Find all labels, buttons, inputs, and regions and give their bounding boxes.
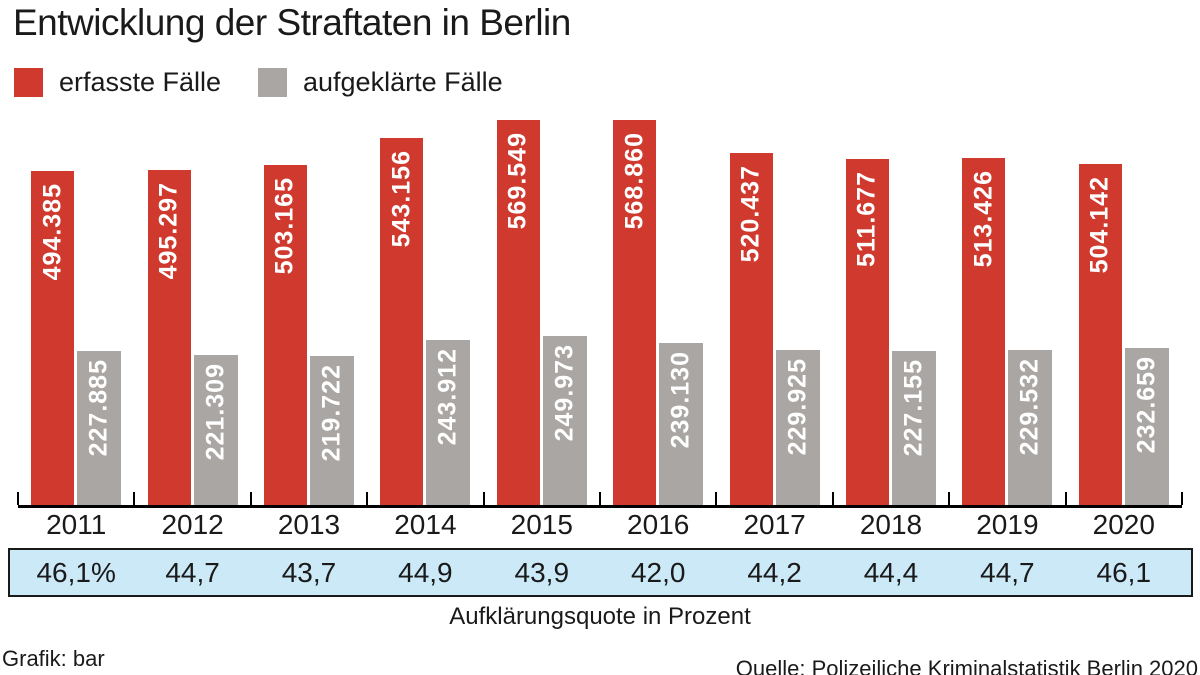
- quota-value-2014: 44,9: [398, 557, 453, 588]
- bar-erfasste-2014: 543.156: [380, 138, 424, 505]
- axis-tick: [133, 492, 136, 505]
- bar-erfasste-2016: 568.860: [613, 120, 657, 505]
- bar-value-label: 569.549: [503, 132, 532, 230]
- legend-item-aufgeklaerte: aufgeklärte Fälle: [258, 66, 503, 98]
- bar-group-2018: 511.677 227.155: [833, 120, 949, 505]
- bar-value-label: 227.155: [899, 359, 928, 457]
- bar-aufgeklaerte-2013: 219.722: [309, 356, 354, 505]
- year-label-2015: 2015: [510, 509, 573, 540]
- bar-value-label: 229.532: [1015, 358, 1044, 456]
- legend-item-erfasste: erfasste Fälle: [14, 66, 221, 98]
- quota-value-2013: 43,7: [281, 557, 337, 588]
- legend-swatch-gray-icon: [258, 67, 287, 97]
- bar-erfasste-2011: 494.385: [31, 171, 75, 505]
- legend-swatch-red-icon: [14, 67, 43, 97]
- bar-value-label: 511.677: [852, 171, 881, 267]
- quota-value-2020: 46,1: [1096, 557, 1152, 588]
- bar-erfasste-2012: 495.297: [147, 170, 191, 505]
- bar-value-label: 495.297: [154, 182, 183, 280]
- bar-aufgeklaerte-2016: 239.130: [659, 343, 704, 505]
- bar-value-label: 227.885: [84, 359, 113, 457]
- bar-group-2019: 513.426 229.532: [949, 120, 1065, 505]
- bar-value-label: 243.912: [433, 348, 462, 446]
- bar-group-2017: 520.437 229.925: [716, 120, 832, 505]
- x-axis-labels: 2011 2012 2013 2014 2015 2016 2017 2018 2019 2020: [18, 509, 1182, 547]
- quota-value-2019: 44,7: [980, 557, 1035, 588]
- axis-tick: [482, 492, 485, 505]
- axis-tick: [249, 492, 252, 505]
- axis-tick: [715, 492, 718, 505]
- page-title: Entwicklung der Straftaten in Berlin: [13, 2, 571, 43]
- legend: erfasste Fälle aufgeklärte Fälle: [0, 66, 1200, 98]
- bar-value-label: 568.860: [620, 132, 649, 230]
- bar-value-label: 249.973: [550, 344, 579, 442]
- legend-label-erfasste: erfasste Fälle: [59, 66, 222, 97]
- bar-group-2014: 543.156 243.912: [367, 120, 483, 505]
- bar-aufgeklaerte-2012: 221.309: [193, 355, 238, 505]
- year-label-2013: 2013: [277, 509, 341, 540]
- year-label-2019: 2019: [976, 509, 1039, 540]
- bar-group-2020: 504.142 232.659: [1066, 120, 1182, 505]
- bar-erfasste-2019: 513.426: [962, 158, 1006, 505]
- bar-erfasste-2020: 504.142: [1078, 164, 1122, 505]
- bar-value-label: 494.385: [38, 183, 67, 281]
- bar-aufgeklaerte-2015: 249.973: [542, 336, 587, 505]
- bar-group-2013: 503.165 219.722: [251, 120, 367, 505]
- bar-aufgeklaerte-2018: 227.155: [891, 351, 936, 505]
- year-label-2017: 2017: [743, 509, 806, 540]
- axis-tick: [1181, 492, 1183, 505]
- bar-aufgeklaerte-2017: 229.925: [775, 350, 820, 505]
- bar-value-label: 543.156: [387, 150, 416, 248]
- bar-value-label: 503.165: [270, 177, 299, 275]
- bar-erfasste-2017: 520.437: [729, 153, 773, 505]
- bar-value-label: 229.925: [783, 358, 812, 456]
- axis-tick: [599, 492, 601, 505]
- quota-value-2018: 44,4: [863, 557, 919, 588]
- source-text: Quelle: Polizeiliche Kriminalstatistik B…: [735, 656, 1198, 675]
- bar-erfasste-2015: 569.549: [496, 120, 540, 505]
- axis-tick: [948, 492, 951, 505]
- bar-erfasste-2018: 511.677: [845, 159, 889, 505]
- quota-value-2016: 42,0: [630, 557, 686, 588]
- bar-value-label: 239.130: [666, 351, 695, 449]
- bar-group-2016: 568.860 239.130: [600, 120, 716, 505]
- year-label-2014: 2014: [394, 509, 457, 540]
- bar-value-label: 504.142: [1085, 176, 1114, 274]
- quota-value-2011: 46,1%: [36, 557, 116, 588]
- year-label-2011: 2011: [46, 509, 107, 540]
- axis-tick: [831, 492, 834, 505]
- year-label-2012: 2012: [161, 509, 224, 540]
- bar-value-label: 513.426: [969, 170, 998, 268]
- bar-erfasste-2013: 503.165: [263, 165, 307, 505]
- credit-text: Grafik: bar: [2, 646, 105, 671]
- bar-value-label: 221.309: [201, 363, 230, 461]
- bar-value-label: 232.659: [1132, 356, 1161, 454]
- bar-group-2015: 569.549 249.973: [484, 120, 600, 505]
- year-label-2018: 2018: [859, 509, 923, 540]
- quota-values-row: 46,1% 44,7 43,7 44,9 43,9 42,0 44,2 44,4 44,7 46,…: [18, 550, 1182, 595]
- quota-caption: Aufklärungsquote in Prozent: [449, 603, 751, 630]
- bar-value-label: 520.437: [736, 165, 765, 263]
- bar-aufgeklaerte-2011: 227.885: [77, 351, 122, 505]
- legend-label-aufgeklaerte: aufgeklärte Fälle: [303, 66, 503, 97]
- bar-aufgeklaerte-2020: 232.659: [1124, 348, 1169, 505]
- plot-area: 494.385 227.885 495.297 221.309 503.165 219.7…: [17, 120, 1183, 508]
- bar-aufgeklaerte-2019: 229.532: [1008, 350, 1053, 505]
- quota-value-2015: 43,9: [514, 557, 570, 588]
- bar-aufgeklaerte-2014: 243.912: [426, 340, 471, 505]
- bar-group-2012: 495.297 221.309: [134, 120, 250, 505]
- axis-tick: [17, 492, 19, 505]
- quota-band: 46,1% 44,7 43,7 44,9 43,9 42,0 44,2 44,4 44,7 46,…: [8, 548, 1193, 597]
- bar-value-label: 219.722: [317, 364, 346, 462]
- quota-value-2017: 44,2: [747, 557, 802, 588]
- year-label-2016: 2016: [627, 509, 690, 540]
- year-label-2020: 2020: [1092, 509, 1155, 540]
- bar-group-2011: 494.385 227.885: [18, 120, 134, 505]
- axis-tick: [1064, 492, 1067, 505]
- axis-tick: [366, 492, 369, 505]
- quota-value-2012: 44,7: [165, 557, 220, 588]
